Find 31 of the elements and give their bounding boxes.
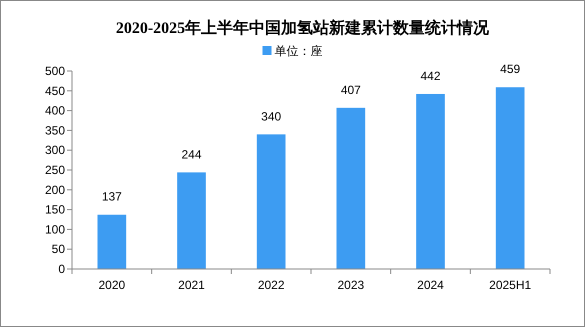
y-tick-label: 300 bbox=[44, 143, 66, 158]
x-tick-label: 2023 bbox=[337, 278, 365, 292]
bar bbox=[177, 172, 206, 269]
x-tick-label: 2022 bbox=[258, 278, 285, 292]
x-tick-label: 2021 bbox=[178, 278, 206, 292]
x-tick-label: 2025H1 bbox=[489, 278, 532, 292]
y-tick-label: 250 bbox=[44, 163, 66, 177]
bar bbox=[496, 87, 525, 269]
y-tick-label: 150 bbox=[44, 202, 66, 217]
y-tick-label: 350 bbox=[44, 123, 66, 138]
x-tick-label: 2020 bbox=[98, 278, 126, 292]
x-tick-label: 2024 bbox=[417, 278, 444, 292]
bar bbox=[336, 108, 366, 269]
data-label: 459 bbox=[500, 62, 520, 76]
data-label: 244 bbox=[181, 147, 202, 162]
bar bbox=[97, 214, 126, 269]
chart-title: 2020-2025年上半年中国加氢站新建累计数量统计情况 bbox=[116, 19, 490, 37]
y-tick-label: 100 bbox=[44, 222, 66, 236]
data-label: 407 bbox=[340, 82, 362, 97]
y-tick-label: 0 bbox=[58, 262, 66, 276]
y-tick-label: 200 bbox=[44, 182, 66, 197]
data-label: 137 bbox=[102, 190, 122, 204]
bar bbox=[256, 134, 286, 269]
y-tick-label: 450 bbox=[44, 84, 66, 98]
y-tick-label: 50 bbox=[52, 242, 66, 256]
data-label: 442 bbox=[420, 68, 441, 83]
bar bbox=[416, 94, 445, 269]
y-tick-label: 400 bbox=[44, 104, 66, 118]
data-label: 340 bbox=[261, 109, 282, 124]
legend-label: 单位：座 bbox=[274, 44, 322, 58]
y-tick-label: 500 bbox=[44, 64, 66, 78]
